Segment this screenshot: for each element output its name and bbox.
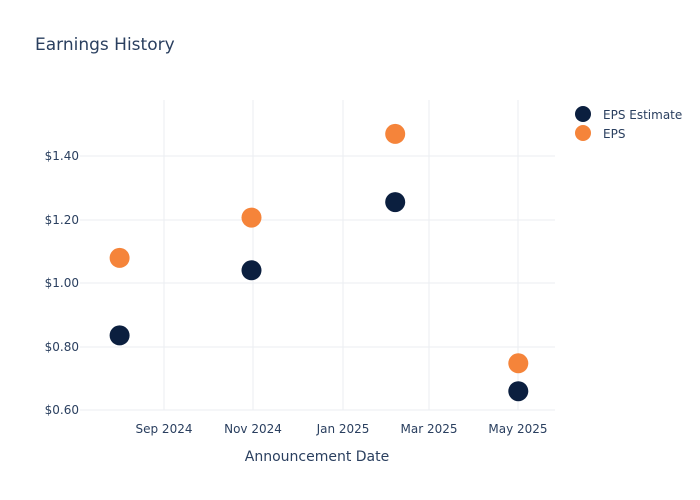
legend-marker-eps-estimate — [575, 106, 591, 122]
y-tick-label: $1.00 — [45, 276, 79, 290]
chart-title: Earnings History — [35, 35, 175, 55]
x-tick-label: Jan 2025 — [316, 422, 370, 436]
x-tick-labels: Sep 2024 Nov 2024 Jan 2025 Mar 2025 May … — [136, 422, 548, 436]
x-tick-label: Nov 2024 — [224, 422, 282, 436]
data-point-eps[interactable] — [109, 247, 130, 268]
data-point-eps-estimate[interactable] — [385, 192, 406, 213]
legend-item-eps[interactable]: EPS — [575, 125, 625, 141]
legend-label: EPS — [603, 127, 625, 141]
y-tick-labels: $0.60 $0.80 $1.00 $1.20 $1.40 — [45, 149, 79, 417]
y-tick-label: $0.60 — [45, 403, 79, 417]
legend: EPS Estimate EPS — [575, 106, 682, 141]
data-point-eps[interactable] — [241, 207, 262, 228]
x-gridlines — [163, 100, 519, 410]
y-tick-label: $0.80 — [45, 340, 79, 354]
legend-label: EPS Estimate — [603, 108, 682, 122]
data-point-eps[interactable] — [508, 353, 529, 374]
y-tick-label: $1.20 — [45, 213, 79, 227]
y-gridlines — [80, 155, 555, 411]
x-axis-title: Announcement Date — [245, 449, 389, 465]
x-tick-label: May 2025 — [488, 422, 547, 436]
y-tick-label: $1.40 — [45, 149, 79, 163]
data-points — [109, 123, 529, 402]
x-tick-label: Sep 2024 — [136, 422, 193, 436]
legend-item-eps-estimate[interactable]: EPS Estimate — [575, 106, 682, 122]
data-point-eps-estimate[interactable] — [508, 381, 529, 402]
legend-marker-eps — [575, 125, 591, 141]
x-tick-label: Mar 2025 — [401, 422, 458, 436]
data-point-eps-estimate[interactable] — [241, 260, 262, 281]
data-point-eps[interactable] — [385, 123, 406, 144]
data-point-eps-estimate[interactable] — [109, 325, 130, 346]
